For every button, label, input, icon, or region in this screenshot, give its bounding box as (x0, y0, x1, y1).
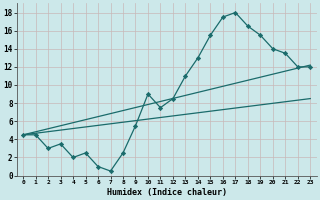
X-axis label: Humidex (Indice chaleur): Humidex (Indice chaleur) (107, 188, 227, 197)
